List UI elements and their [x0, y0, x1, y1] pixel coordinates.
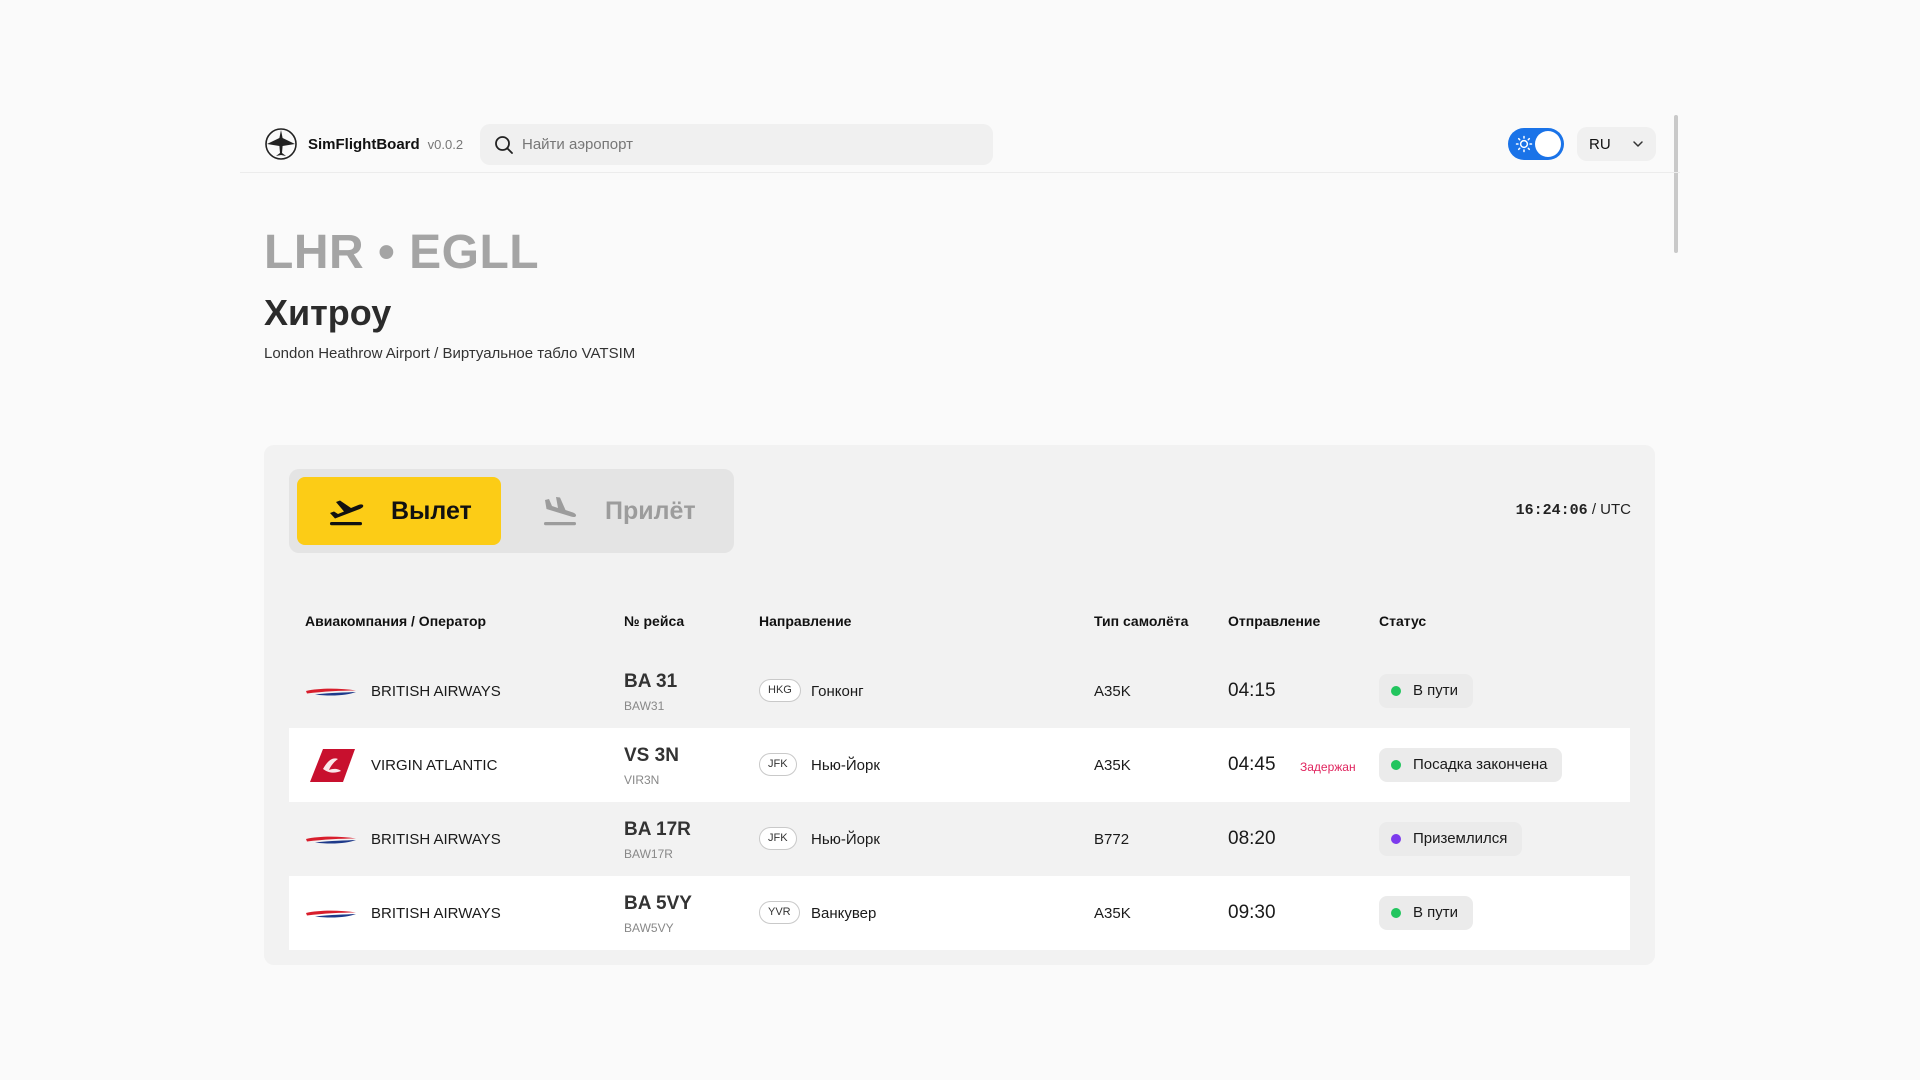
flight-board: Вылет Прилёт 16:24:06 / UTC Авиакомпания… [264, 445, 1655, 965]
airport-search-input[interactable] [522, 136, 962, 153]
airline-name: BRITISH AIRWAYS [371, 683, 501, 700]
virgin-atlantic-logo [310, 749, 355, 782]
delay-label: Задержан [1300, 760, 1356, 774]
departure-time: 04:15 [1228, 680, 1276, 701]
status-dot [1391, 834, 1401, 844]
airport-subtitle: London Heathrow Airport / Виртуальное та… [264, 345, 636, 362]
aircraft-type: A35K [1094, 757, 1131, 774]
airline-name: VIRGIN ATLANTIC [371, 757, 498, 774]
airline-name: BRITISH AIRWAYS [371, 905, 501, 922]
status-label: В пути [1413, 904, 1459, 921]
tab-departures-label: Вылет [391, 496, 472, 525]
chevron-down-icon [1633, 141, 1643, 147]
app-version: v0.0.2 [427, 136, 464, 152]
aircraft-type: B772 [1094, 831, 1130, 848]
callsign: VIR3N [624, 773, 660, 787]
departure-time: 04:45 [1228, 754, 1276, 775]
aircraft-type: A35K [1094, 905, 1131, 922]
column-header-flight: № рейса [624, 613, 685, 629]
callsign: BAW17R [624, 847, 673, 861]
language-select[interactable]: RU [1577, 127, 1656, 161]
departure-time: 09:30 [1228, 902, 1276, 923]
table-row[interactable]: BRITISH AIRWAYS BA 17R BAW17R JFK Нью-Йо… [289, 802, 1630, 876]
plane-departure-icon [330, 500, 364, 526]
british-airways-logo [306, 688, 356, 696]
status-label: Посадка закончена [1413, 756, 1548, 773]
status-badge: Приземлился [1379, 822, 1523, 856]
column-header-airline: Авиакомпания / Оператор [305, 613, 487, 629]
board-tabs: Вылет Прилёт [289, 469, 734, 553]
status-badge: В пути [1379, 674, 1474, 708]
destination-iata-badge: JFK [759, 827, 797, 850]
language-label: RU [1589, 135, 1611, 153]
page-scrollbar[interactable] [1674, 115, 1678, 253]
tab-departures[interactable]: Вылет [297, 477, 501, 545]
status-label: Приземлился [1413, 830, 1508, 847]
header: SimFlightBoard v0.0.2 RU [240, 115, 1680, 173]
flight-number: BA 5VY [624, 893, 692, 914]
brand-name: SimFlightBoard [308, 135, 420, 153]
clock-timezone: / UTC [1587, 501, 1631, 518]
search-icon [495, 135, 513, 154]
british-airways-logo [306, 910, 356, 918]
airport-city: Хитроу [264, 292, 392, 333]
status-label: В пути [1413, 682, 1459, 699]
brand[interactable]: SimFlightBoard v0.0.2 [264, 127, 463, 161]
flight-number: BA 17R [624, 819, 691, 840]
status-dot [1391, 908, 1401, 918]
status-badge: Посадка закончена [1379, 748, 1563, 782]
flight-number: BA 31 [624, 671, 678, 692]
status-dot [1391, 686, 1401, 696]
column-header-destination: Направление [759, 613, 852, 629]
destination-iata-badge: YVR [759, 901, 800, 924]
tab-arrivals-label: Прилёт [605, 496, 696, 525]
sun-icon [1515, 135, 1533, 153]
destination-name: Нью-Йорк [811, 831, 880, 848]
toggle-knob [1535, 131, 1561, 157]
destination-name: Гонконг [811, 683, 864, 700]
aircraft-type: A35K [1094, 683, 1131, 700]
status-badge: В пути [1379, 896, 1474, 930]
callsign: BAW31 [624, 699, 665, 713]
plane-arrival-icon [544, 497, 577, 526]
destination-name: Нью-Йорк [811, 757, 880, 774]
tab-arrivals[interactable]: Прилёт [511, 477, 726, 545]
airplane-logo-icon [265, 128, 297, 160]
table-row[interactable]: BRITISH AIRWAYS BA 5VY BAW5VY YVR Ванкув… [289, 876, 1630, 950]
column-header-departure: Отправление [1228, 613, 1321, 629]
theme-toggle[interactable] [1508, 128, 1564, 160]
destination-name: Ванкувер [811, 905, 877, 922]
column-header-aircraft: Тип самолёта [1094, 613, 1189, 629]
clock-time: 16:24:06 [1515, 502, 1588, 519]
destination-iata-badge: JFK [759, 753, 797, 776]
utc-clock: 16:24:06 / UTC [1516, 501, 1631, 519]
search-box[interactable] [480, 124, 993, 165]
flight-number: VS 3N [624, 745, 679, 766]
column-header-status: Статус [1379, 613, 1427, 629]
callsign: BAW5VY [624, 921, 674, 935]
table-row[interactable]: VIRGIN ATLANTIC VS 3N VIR3N JFK Нью-Йорк… [289, 728, 1630, 802]
departure-time: 08:20 [1228, 828, 1276, 849]
airline-name: BRITISH AIRWAYS [371, 831, 501, 848]
airport-codes: LHR • EGLL [264, 226, 540, 279]
destination-iata-badge: HKG [759, 679, 801, 702]
table-row[interactable]: BRITISH AIRWAYS BA 31 BAW31 HKG Гонконг … [289, 654, 1630, 728]
status-dot [1391, 760, 1401, 770]
british-airways-logo [306, 836, 356, 844]
